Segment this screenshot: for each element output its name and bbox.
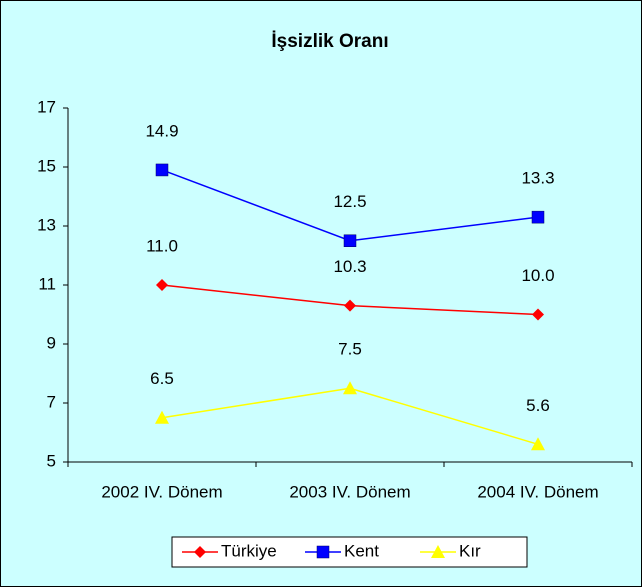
marker bbox=[156, 279, 168, 291]
x-tick-label: 2003 IV. Dönem bbox=[289, 482, 410, 501]
y-tick-label: 17 bbox=[37, 97, 56, 116]
data-label: 13.3 bbox=[521, 169, 554, 188]
marker bbox=[532, 308, 544, 321]
data-label: 14.9 bbox=[145, 121, 178, 140]
data-label: 5.6 bbox=[526, 396, 550, 415]
y-tick-label: 15 bbox=[37, 156, 56, 175]
marker bbox=[343, 381, 357, 395]
marker bbox=[155, 410, 169, 424]
x-tick-label: 2004 IV. Dönem bbox=[477, 482, 598, 501]
y-tick-label: 5 bbox=[47, 451, 56, 470]
marker bbox=[194, 546, 206, 558]
data-label: 12.5 bbox=[333, 192, 366, 211]
data-label: 7.5 bbox=[338, 340, 362, 359]
y-tick-label: 9 bbox=[47, 333, 56, 352]
data-label: 11.0 bbox=[146, 236, 178, 255]
y-tick-label: 13 bbox=[37, 215, 56, 234]
marker bbox=[316, 545, 330, 559]
legend-label: Kent bbox=[344, 541, 379, 560]
legend-box bbox=[171, 536, 528, 568]
marker bbox=[431, 545, 445, 558]
marker bbox=[343, 234, 357, 247]
legend-label: Kır bbox=[459, 541, 481, 560]
marker bbox=[531, 210, 545, 224]
data-label: 6.5 bbox=[150, 369, 174, 388]
data-label: 10.3 bbox=[333, 257, 366, 276]
legend-label: Türkiye bbox=[221, 541, 277, 560]
y-tick-label: 7 bbox=[47, 392, 56, 411]
x-tick-label: 2002 IV. Dönem bbox=[101, 482, 222, 501]
chart-title: İşsizlik Oranı bbox=[271, 31, 388, 52]
y-tick-label: 11 bbox=[38, 274, 56, 293]
marker bbox=[155, 163, 169, 177]
marker bbox=[531, 437, 545, 451]
marker bbox=[344, 299, 356, 312]
data-label: 10.0 bbox=[521, 266, 554, 285]
